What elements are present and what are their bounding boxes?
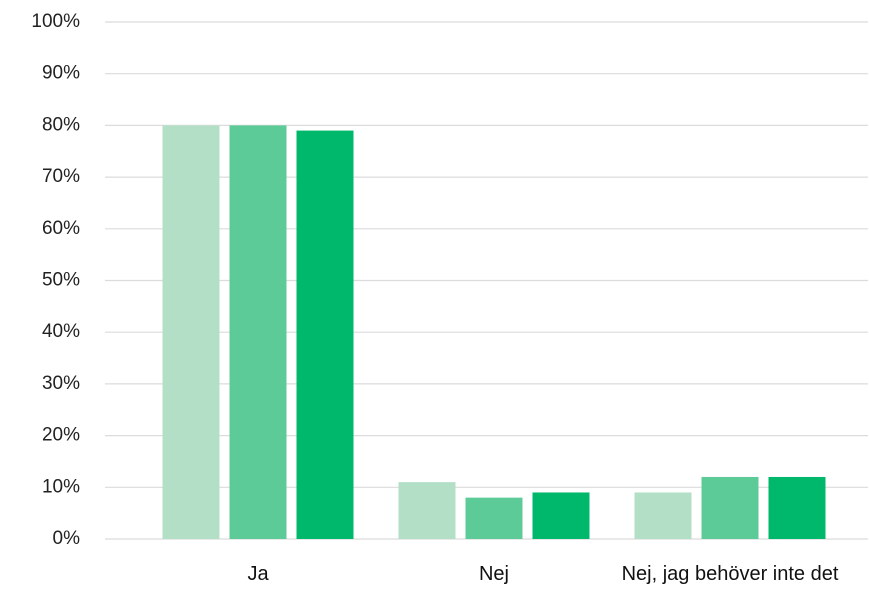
bar	[532, 492, 590, 539]
bar	[162, 125, 220, 540]
bar	[465, 497, 523, 539]
y-tick-label: 90%	[42, 63, 80, 84]
bar	[229, 125, 287, 540]
y-tick-label: 70%	[42, 166, 80, 187]
bar	[296, 130, 354, 539]
y-tick-label: 50%	[42, 270, 80, 291]
y-tick-label: 80%	[42, 114, 80, 135]
y-tick-label: 100%	[31, 11, 80, 32]
y-tick-label: 20%	[42, 425, 80, 446]
y-tick-label: 40%	[42, 321, 80, 342]
bar	[398, 482, 456, 539]
y-tick-label: 30%	[42, 373, 80, 394]
bar	[634, 492, 692, 539]
y-tick-label: 0%	[53, 528, 81, 549]
x-tick-label: Nej, jag behöver inte det	[621, 563, 839, 585]
bar	[768, 476, 826, 539]
y-tick-label: 10%	[42, 476, 80, 497]
bar	[701, 476, 759, 539]
x-tick-label: Ja	[247, 563, 269, 585]
x-tick-label: Nej	[478, 563, 509, 585]
y-tick-label: 60%	[42, 218, 80, 239]
